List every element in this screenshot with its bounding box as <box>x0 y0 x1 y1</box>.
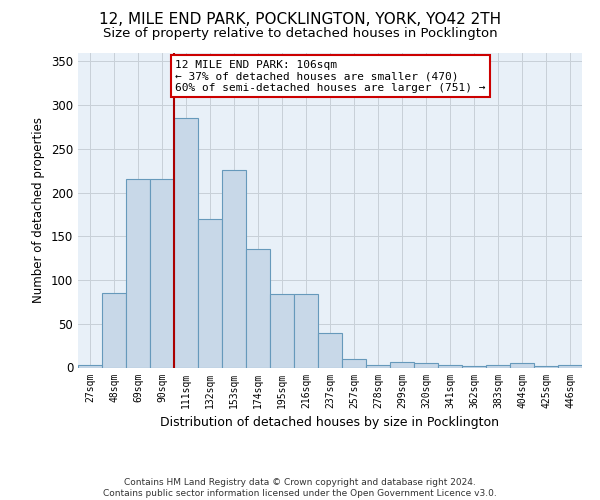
Text: Size of property relative to detached houses in Pocklington: Size of property relative to detached ho… <box>103 28 497 40</box>
Bar <box>558 365 582 368</box>
Bar <box>102 293 126 368</box>
Bar <box>462 366 486 368</box>
Bar <box>414 363 438 368</box>
Bar <box>438 365 462 368</box>
Text: 12 MILE END PARK: 106sqm
← 37% of detached houses are smaller (470)
60% of semi-: 12 MILE END PARK: 106sqm ← 37% of detach… <box>175 60 486 92</box>
Bar <box>174 118 198 368</box>
Bar <box>534 366 558 368</box>
Text: Contains HM Land Registry data © Crown copyright and database right 2024.
Contai: Contains HM Land Registry data © Crown c… <box>103 478 497 498</box>
Bar <box>390 362 414 368</box>
Text: 12, MILE END PARK, POCKLINGTON, YORK, YO42 2TH: 12, MILE END PARK, POCKLINGTON, YORK, YO… <box>99 12 501 28</box>
Bar <box>222 170 246 368</box>
Bar <box>150 178 174 368</box>
Bar <box>270 294 294 368</box>
Y-axis label: Number of detached properties: Number of detached properties <box>32 117 46 303</box>
Bar <box>294 294 318 368</box>
X-axis label: Distribution of detached houses by size in Pocklington: Distribution of detached houses by size … <box>161 416 499 429</box>
Bar <box>78 365 102 368</box>
Bar <box>318 332 342 368</box>
Bar <box>510 363 534 368</box>
Bar <box>246 248 270 368</box>
Bar <box>198 219 222 368</box>
Bar <box>366 365 390 368</box>
Bar <box>342 359 366 368</box>
Bar <box>126 178 150 368</box>
Bar <box>486 365 510 368</box>
